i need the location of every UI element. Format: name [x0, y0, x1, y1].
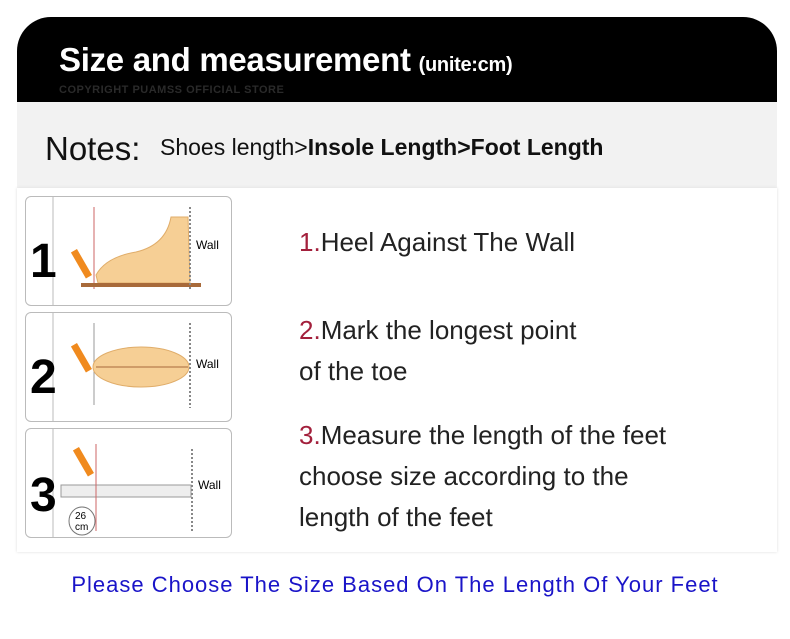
ruler-measure-icon: 3 26 cm Wall: [30, 429, 221, 537]
svg-text:1: 1: [30, 235, 57, 288]
svg-text:cm: cm: [75, 522, 88, 533]
svg-text:Wall: Wall: [196, 238, 219, 252]
notes-label: Notes:: [45, 130, 141, 167]
foot-top-view-icon: 2 Wall: [30, 313, 219, 421]
notes-text: Shoes length>Insole Length>Foot Length: [160, 134, 604, 160]
step-2-illustration: 2 Wall: [25, 312, 232, 422]
svg-text:2: 2: [30, 351, 57, 404]
step-1-illustration: 1 Wall: [25, 196, 232, 306]
svg-text:Wall: Wall: [198, 478, 221, 492]
step-2-text: 2.Mark the longest point of the toe: [299, 315, 577, 386]
page-title: Size and measurement (unite:cm): [59, 41, 513, 78]
svg-text:3: 3: [30, 469, 57, 522]
foot-heel-wall-icon: 1 Wall: [30, 197, 219, 305]
notes-band: Notes: Shoes length>Insole Length>Foot L…: [17, 102, 777, 188]
step-3-illustration: 3 26 cm Wall: [25, 428, 232, 538]
header-banner: Size and measurement (unite:cm) COPYRIGHT…: [17, 17, 777, 102]
step-1-text: 1.Heel Against The Wall: [299, 227, 576, 257]
step-3-text: 3.Measure the length of the feet choose s…: [299, 420, 667, 532]
copyright-watermark: COPYRIGHT PUAMSS OFFICIAL STORE: [59, 84, 285, 96]
svg-text:Wall: Wall: [196, 357, 219, 371]
svg-text:26: 26: [75, 511, 87, 522]
footer-note: Please Choose The Size Based On The Leng…: [71, 572, 719, 597]
instructions: 1 Wall 2 Wall 3 26 cm Wall 1.Heel Agains…: [17, 188, 777, 552]
